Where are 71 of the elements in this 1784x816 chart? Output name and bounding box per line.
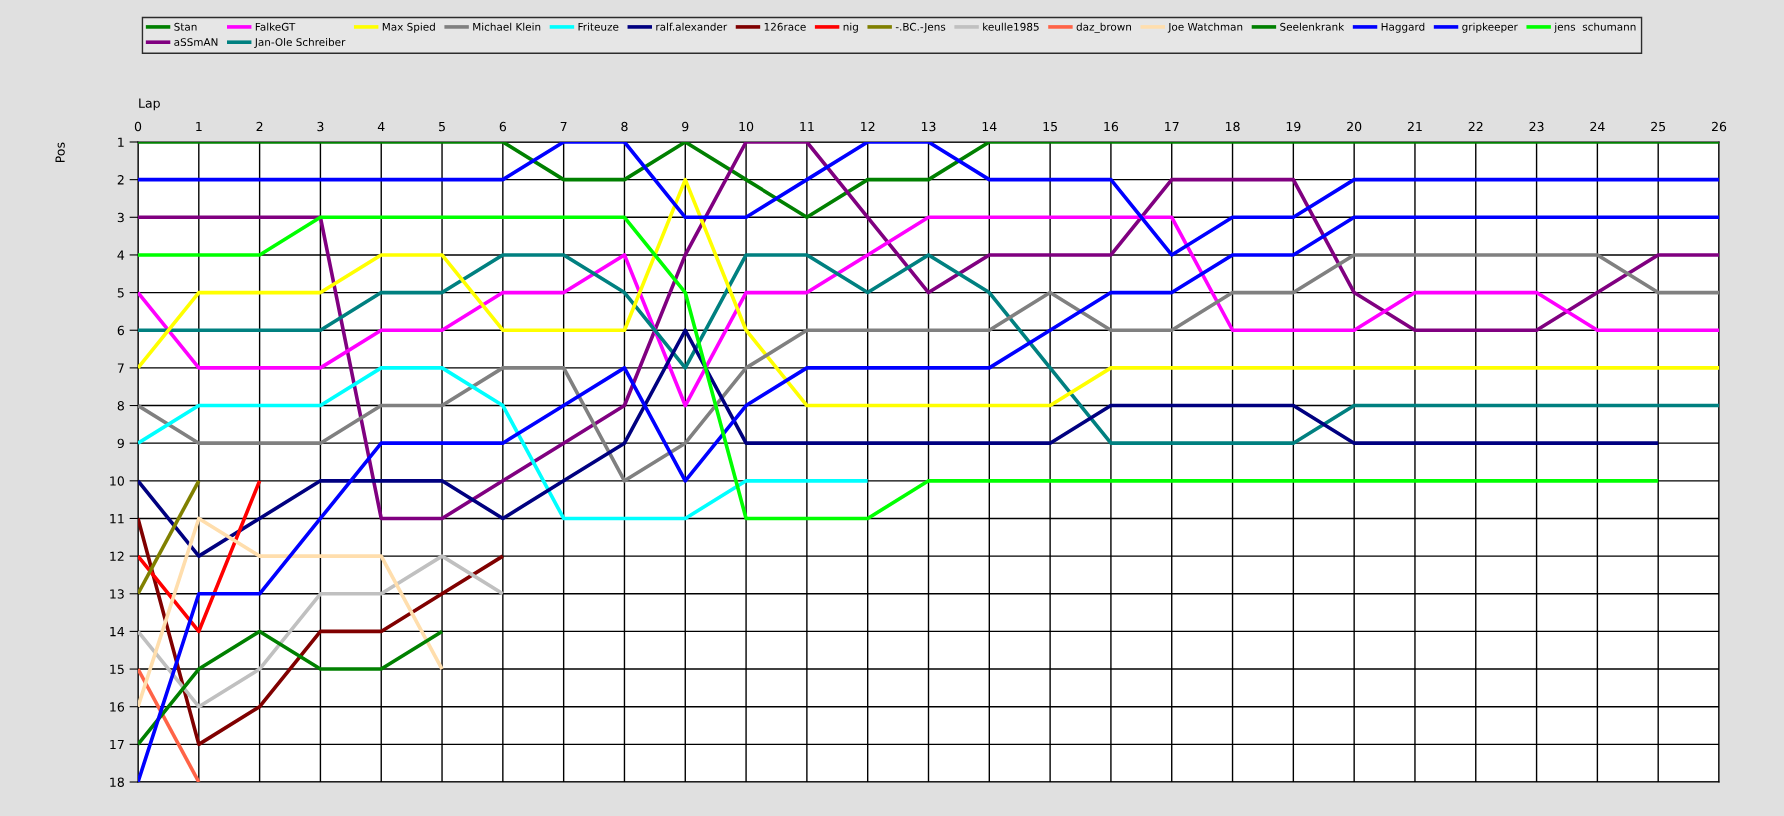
line-series [138, 516, 505, 747]
y-tick-label: 18 [110, 777, 124, 787]
y-tick-label: 9 [117, 438, 124, 449]
x-tick-label: 10 [739, 121, 754, 132]
y-tick-label: 2 [117, 175, 124, 185]
y-tick-label: 16 [110, 702, 125, 712]
legend-label: 126race [764, 22, 806, 31]
legend-label: FalkeGT [255, 22, 296, 31]
legend-label: Michael Klein [473, 22, 541, 31]
x-tick-label: 26 [1711, 121, 1727, 132]
x-tick-label: 24 [1590, 121, 1605, 132]
y-tick-label: 7 [117, 363, 124, 373]
y-axis-title: Pos [55, 142, 65, 163]
legend-label: Friteuze [578, 22, 619, 31]
legend-label: Max Spied [382, 22, 435, 33]
y-tick-label: 8 [117, 401, 124, 411]
y-tick-label: 12 [110, 551, 124, 561]
x-tick-label: 2 [256, 121, 263, 132]
y-tick-label: 1 [118, 137, 124, 147]
x-tick-label: 0 [134, 121, 142, 132]
line-series [138, 215, 1660, 521]
y-tick-label: 4 [117, 250, 125, 260]
x-axis-title: Lap [139, 98, 160, 111]
x-tick-label: 3 [317, 121, 324, 132]
x-tick-label: 14 [982, 121, 997, 132]
x-tick-label: 5 [439, 121, 445, 132]
line-series [138, 516, 444, 709]
x-tick-label: 11 [800, 121, 814, 132]
legend-label: -.BC.-Jens [895, 22, 946, 33]
legend-label: Seelenkrank [1280, 22, 1345, 31]
line-series [138, 366, 870, 521]
line-series [138, 554, 505, 709]
x-tick-label: 15 [1043, 121, 1057, 132]
x-tick-label: 23 [1529, 121, 1544, 132]
y-tick-label: 6 [117, 325, 125, 336]
x-tick-label: 12 [861, 121, 875, 132]
legend-label: gripkeeper [1462, 22, 1518, 33]
y-tick-label: 17 [110, 739, 124, 750]
x-tick-label: 25 [1651, 121, 1666, 132]
y-tick-label: 10 [110, 476, 124, 486]
legend-label: Jan-Ole Schreiber [254, 37, 346, 48]
y-tick-label: 5 [117, 288, 124, 298]
line-series [138, 328, 1660, 558]
x-tick-label: 6 [499, 121, 507, 132]
legend-label: Haggard [1381, 22, 1425, 33]
x-tick-label: 21 [1407, 121, 1422, 132]
x-tick-label: 8 [621, 121, 628, 132]
x-tick-label: 16 [1104, 121, 1119, 132]
x-tick-label: 1 [196, 121, 202, 132]
legend-label: ralf.alexander [656, 22, 728, 31]
y-tick-label: 3 [117, 212, 124, 223]
y-tick-label: 15 [110, 664, 124, 674]
x-tick-label: 7 [560, 121, 567, 132]
legend-label: Stan [174, 22, 197, 31]
legend-label: keulle1985 [983, 22, 1039, 31]
x-tick-label: 18 [1225, 121, 1240, 132]
legend-label: Joe Watchman [1167, 22, 1243, 33]
legend-label: aSSmAN [174, 38, 218, 47]
y-tick-label: 14 [110, 627, 125, 637]
x-tick-label: 17 [1165, 121, 1179, 132]
x-tick-label: 19 [1286, 121, 1301, 132]
x-tick-label: 22 [1468, 121, 1483, 132]
x-tick-label: 20 [1347, 121, 1362, 132]
x-tick-label: 13 [921, 121, 936, 132]
legend-label: nig [843, 22, 858, 33]
x-tick-label: 9 [682, 121, 689, 132]
legend-label: daz_brown [1076, 22, 1132, 34]
x-tick-label: 4 [377, 121, 385, 132]
y-tick-label: 13 [110, 589, 124, 599]
y-tick-label: 11 [110, 514, 124, 524]
legend-label: jens schumann [1554, 22, 1636, 33]
